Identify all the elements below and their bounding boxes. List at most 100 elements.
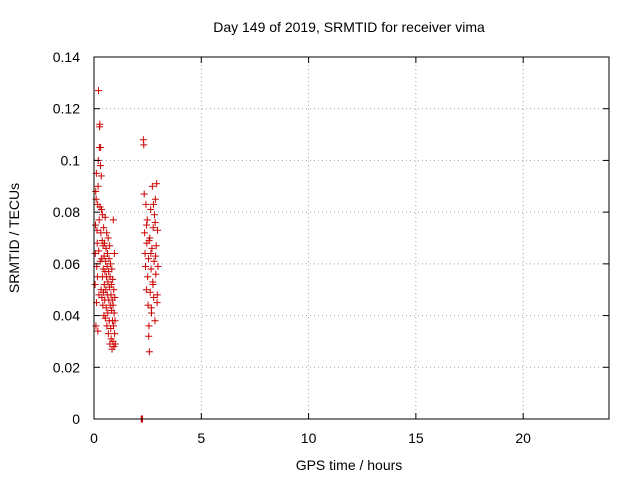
- data-point: [107, 260, 115, 268]
- data-point: [110, 250, 118, 258]
- data-point: [101, 239, 109, 247]
- data-point: [92, 187, 100, 195]
- data-point: [96, 162, 104, 170]
- data-point: [111, 317, 119, 325]
- data-point: [97, 172, 105, 180]
- data-point: [102, 304, 110, 312]
- data-points: [91, 87, 162, 423]
- data-point: [142, 286, 150, 294]
- data-point: [151, 211, 159, 219]
- data-point: [103, 322, 111, 330]
- data-point: [91, 281, 99, 289]
- data-point: [151, 195, 159, 203]
- data-point: [147, 304, 155, 312]
- data-point: [104, 309, 112, 317]
- data-point: [142, 262, 149, 270]
- data-point: [149, 224, 157, 232]
- data-point: [110, 286, 118, 294]
- data-point: [151, 218, 159, 226]
- data-point: [103, 229, 111, 237]
- data-point: [154, 262, 162, 270]
- data-point: [152, 270, 160, 278]
- data-point: [154, 226, 162, 234]
- y-tick-label: 0.08: [53, 204, 80, 220]
- data-point: [101, 314, 109, 322]
- data-point: [147, 206, 155, 214]
- data-point: [110, 322, 118, 330]
- data-point: [140, 190, 148, 198]
- data-point: [145, 255, 153, 263]
- data-point: [142, 200, 150, 208]
- x-tick-label: 10: [301, 430, 317, 446]
- x-tick-label: 5: [197, 430, 205, 446]
- data-point: [151, 317, 159, 325]
- chart-title: Day 149 of 2019, SRMTID for receiver vim…: [213, 19, 485, 35]
- data-point: [109, 301, 117, 309]
- y-tick-label: 0.12: [53, 101, 80, 117]
- data-point: [104, 234, 112, 242]
- data-point: [92, 322, 100, 330]
- x-axis-title: GPS time / hours: [296, 457, 403, 473]
- x-tick-label: 20: [515, 430, 531, 446]
- data-point: [106, 242, 114, 250]
- data-point: [102, 286, 110, 294]
- data-point: [150, 257, 158, 265]
- y-tick-label: 0.1: [61, 152, 81, 168]
- data-point: [150, 293, 158, 301]
- data-point: [147, 265, 155, 273]
- data-point: [143, 221, 151, 229]
- data-point: [111, 293, 119, 301]
- data-point: [95, 247, 103, 255]
- data-point: [149, 281, 157, 289]
- data-point: [111, 340, 119, 348]
- y-axis-title: SRMTID / TECUs: [6, 183, 22, 293]
- data-point: [108, 265, 116, 273]
- data-point: [105, 255, 113, 263]
- data-point: [100, 281, 108, 289]
- data-point: [101, 213, 109, 221]
- y-tick-label: 0.14: [53, 49, 80, 65]
- data-point: [153, 180, 161, 188]
- data-point: [149, 200, 157, 208]
- data-point: [104, 250, 112, 258]
- data-point: [147, 250, 155, 258]
- data-point: [93, 226, 101, 234]
- data-point: [143, 216, 151, 224]
- data-point: [153, 299, 161, 307]
- data-point: [145, 237, 153, 245]
- data-point: [97, 144, 105, 151]
- data-point: [145, 322, 153, 330]
- data-point: [94, 327, 102, 335]
- data-point: [109, 275, 117, 283]
- data-point: [107, 291, 115, 299]
- data-point: [100, 224, 108, 232]
- y-tick-label: 0.02: [53, 359, 80, 375]
- data-point: [146, 288, 154, 296]
- data-point: [95, 216, 103, 224]
- data-point: [107, 281, 115, 289]
- data-point: [102, 244, 110, 252]
- data-point: [110, 309, 118, 317]
- data-point: [94, 182, 102, 190]
- data-point: [109, 216, 117, 224]
- data-point: [96, 120, 104, 128]
- data-point: [92, 221, 100, 229]
- data-point: [145, 332, 153, 340]
- data-point: [141, 229, 149, 237]
- data-point: [153, 291, 161, 299]
- x-tick-label: 0: [90, 430, 98, 446]
- data-point: [152, 242, 160, 250]
- data-point: [148, 244, 156, 252]
- y-tick-label: 0: [72, 411, 80, 427]
- data-point: [152, 252, 160, 260]
- data-point: [148, 182, 156, 190]
- y-tick-label: 0.06: [53, 256, 80, 272]
- axis-ticks: 0 5 10 15 20 0 0.02 0.04 0.06 0.08 0.1 0.12 0.14: [53, 49, 609, 446]
- grid: [94, 57, 609, 419]
- x-tick-label: 15: [408, 430, 424, 446]
- data-point: [93, 239, 101, 247]
- data-point: [145, 348, 153, 356]
- data-point: [144, 273, 152, 281]
- y-tick-label: 0.04: [53, 308, 80, 324]
